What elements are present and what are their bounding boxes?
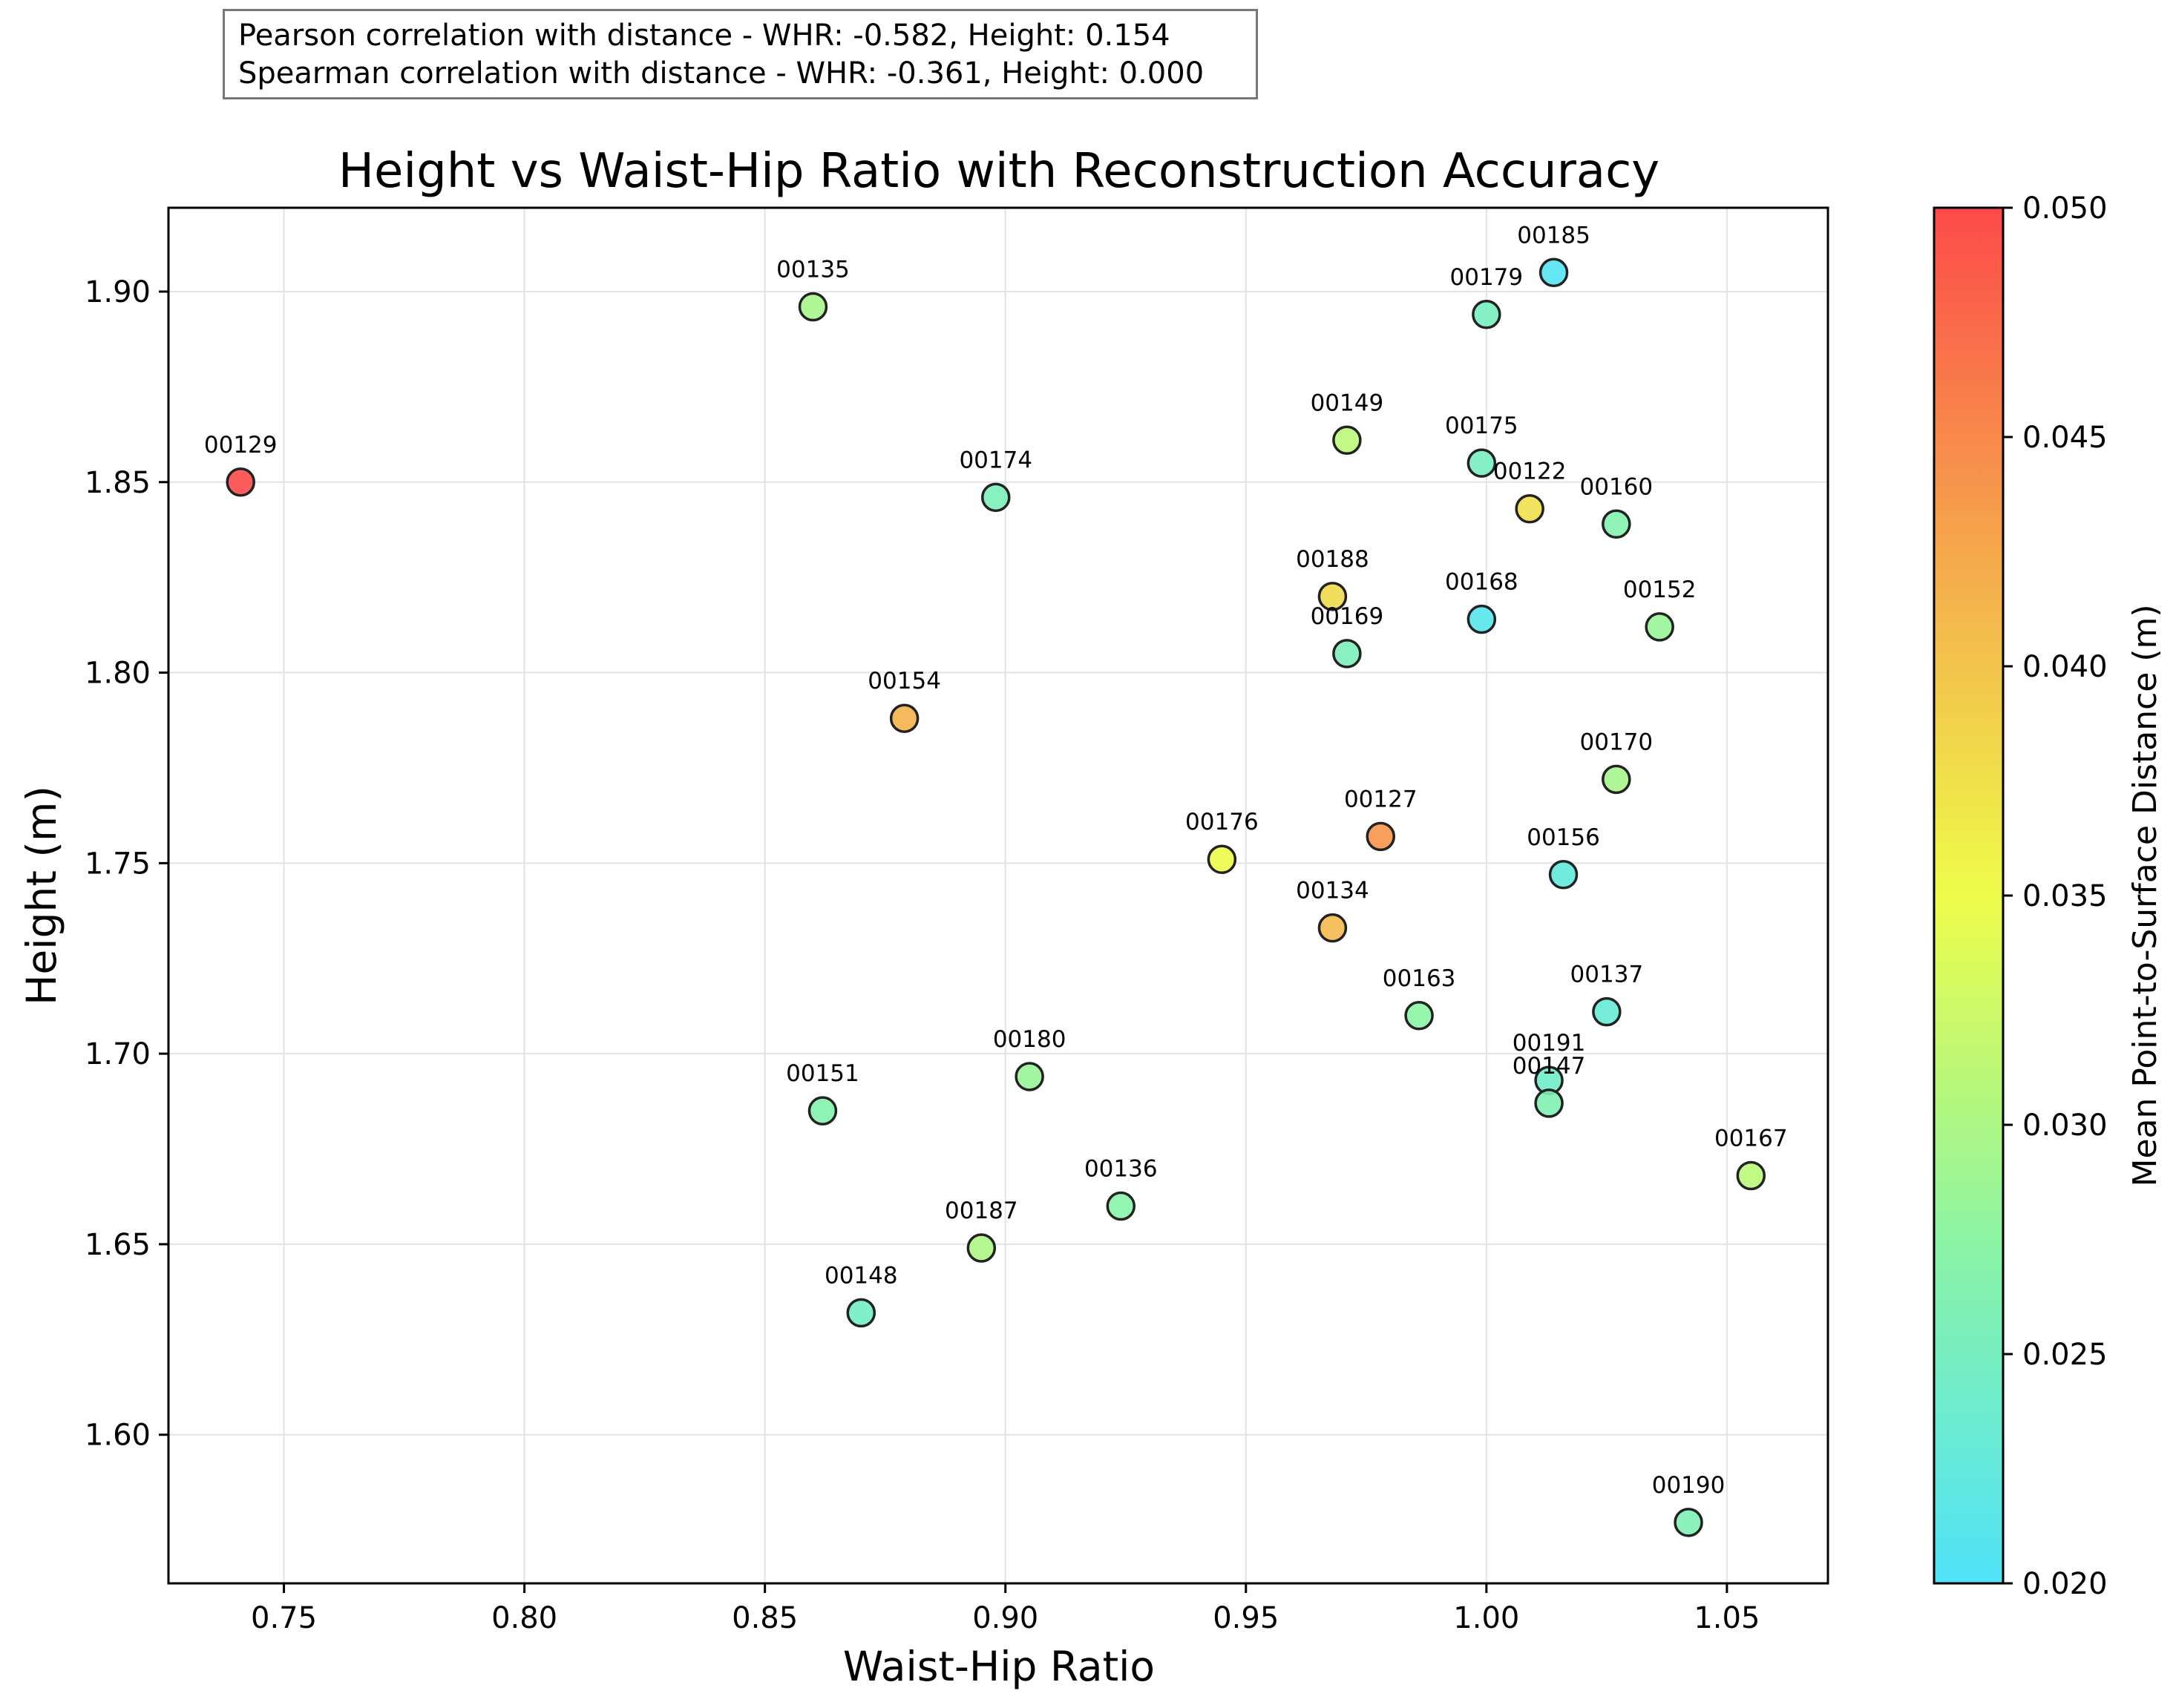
data-point (1534, 1088, 1564, 1118)
point-label: 00190 (1652, 1472, 1726, 1499)
data-point (1317, 582, 1348, 611)
data-point (889, 703, 920, 733)
data-point (1332, 425, 1362, 456)
point-label: 00175 (1445, 413, 1518, 439)
colorbar-tick-label: 0.025 (2022, 1338, 2108, 1372)
y-tick-label: 1.70 (85, 1037, 151, 1071)
x-tick-label: 0.80 (491, 1601, 557, 1635)
data-point (1515, 493, 1544, 524)
point-label: 00129 (204, 432, 278, 459)
point-label: 00154 (868, 668, 941, 694)
data-point (798, 292, 828, 322)
data-point (1602, 764, 1631, 795)
point-label: 00167 (1714, 1125, 1788, 1152)
data-point (1366, 821, 1396, 852)
data-point (1736, 1160, 1766, 1191)
point-label: 00151 (786, 1060, 859, 1087)
colorbar-tick-label: 0.030 (2022, 1108, 2108, 1143)
point-label: 00180 (993, 1026, 1066, 1053)
point-label: 00170 (1580, 729, 1654, 755)
point-label: 00185 (1517, 222, 1590, 249)
plot-frame (167, 206, 1829, 1585)
point-label: 00137 (1570, 962, 1644, 988)
colorbar-tick-label: 0.040 (2022, 650, 2108, 684)
point-label: 00174 (959, 447, 1032, 473)
data-point (1332, 639, 1362, 669)
data-point (1674, 1508, 1703, 1537)
x-tick-label: 0.90 (972, 1601, 1038, 1635)
data-point (1106, 1191, 1136, 1221)
point-label: 00188 (1296, 546, 1369, 573)
point-label: 00176 (1185, 809, 1259, 835)
data-point (981, 482, 1011, 513)
x-tick-label: 0.85 (732, 1601, 798, 1635)
x-tick-label: 0.75 (251, 1601, 317, 1635)
colorbar (1933, 206, 2005, 1585)
point-labels: 00129 00135 00174 00154 00151 00148 00187 00180… (204, 222, 1788, 1499)
colorbar-tick-label: 0.045 (2022, 421, 2108, 455)
y-tick-label: 1.65 (85, 1228, 151, 1262)
data-point (1472, 300, 1501, 329)
data-point (1538, 257, 1569, 288)
data-point (1548, 860, 1579, 890)
point-label: 00187 (945, 1198, 1018, 1224)
chart-title: Height vs Waist-Hip Ratio with Reconstru… (338, 144, 1659, 199)
data-point (1317, 913, 1348, 943)
point-label: 00147 (1513, 1053, 1586, 1080)
point-label: 00149 (1311, 390, 1384, 416)
data-point (1207, 844, 1237, 874)
point-label: 00122 (1493, 459, 1567, 485)
spearman-stats: Spearman correlation with distance - WHR… (238, 56, 1205, 91)
data-point (1592, 996, 1622, 1027)
point-label: 00191 (1513, 1030, 1586, 1057)
point-label: 00156 (1527, 824, 1600, 851)
point-label: 00127 (1344, 786, 1418, 812)
point-label: 00168 (1445, 569, 1518, 596)
data-point (1645, 612, 1674, 642)
x-tick-label: 1.00 (1453, 1601, 1519, 1635)
data-point (1015, 1062, 1044, 1091)
x-axis-label: Waist-Hip Ratio (843, 1643, 1155, 1690)
point-label: 00152 (1623, 577, 1697, 603)
data-point (1466, 448, 1497, 478)
y-tick-label: 1.60 (85, 1419, 151, 1453)
data-point (1466, 604, 1497, 634)
point-label: 00135 (776, 257, 850, 283)
point-label: 00136 (1084, 1156, 1158, 1183)
point-label: 00163 (1383, 965, 1456, 992)
x-tick-label: 0.95 (1213, 1601, 1279, 1635)
data-point (807, 1096, 838, 1126)
point-label: 00160 (1580, 473, 1654, 500)
y-tick-label: 1.80 (85, 657, 151, 691)
data-point (1404, 1001, 1434, 1031)
y-tick-label: 1.75 (85, 847, 151, 881)
y-tick-label: 1.90 (85, 275, 151, 309)
colorbar-label: Mean Point-to-Surface Distance (m) (2126, 604, 2164, 1186)
y-axis-label: Height (m) (18, 786, 65, 1005)
data-point (846, 1298, 876, 1328)
y-axis-ticks: 1.60 1.65 1.70 1.75 1.80 1.85 1.90 (85, 275, 168, 1453)
point-label: 00134 (1296, 878, 1369, 904)
correlation-stats-box: Pearson correlation with distance - WHR:… (223, 9, 1258, 99)
data-point (966, 1233, 997, 1263)
x-tick-label: 1.05 (1694, 1601, 1760, 1635)
colorbar-tick-label: 0.020 (2022, 1567, 2108, 1601)
grid-lines (168, 208, 1828, 1583)
colorbar-ticks: 0.020 0.025 0.030 0.035 0.040 0.045 0.050 (2003, 191, 2108, 1601)
point-label: 00179 (1450, 264, 1524, 291)
y-tick-label: 1.85 (85, 466, 151, 500)
data-points (226, 257, 1766, 1537)
pearson-stats: Pearson correlation with distance - WHR:… (238, 19, 1170, 53)
data-point (226, 467, 255, 497)
point-label: 00169 (1311, 603, 1384, 630)
x-axis-ticks: 0.75 0.80 0.85 0.90 0.95 1.00 1.05 (251, 1583, 1760, 1635)
data-point (1602, 509, 1631, 539)
colorbar-tick-label: 0.035 (2022, 879, 2108, 913)
point-label: 00148 (825, 1262, 898, 1289)
colorbar-tick-label: 0.050 (2022, 191, 2108, 226)
